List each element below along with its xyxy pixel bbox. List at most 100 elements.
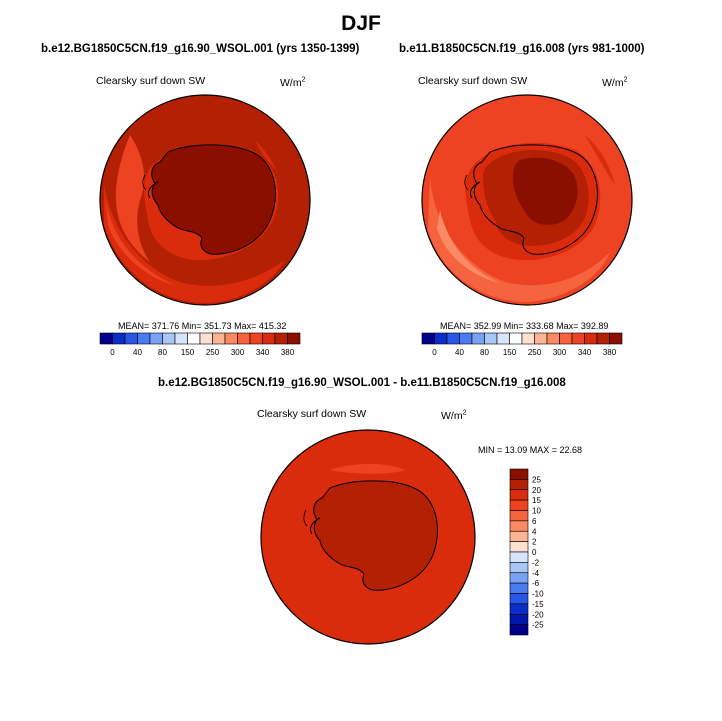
diff-colorbar-box bbox=[509, 572, 529, 584]
diff-colorbar-tick-label: -25 bbox=[532, 621, 544, 630]
left-colorbar-tick-label: 340 bbox=[256, 348, 270, 357]
left-colorbar-box bbox=[249, 332, 263, 345]
diff-colorbar-tick-label: 0 bbox=[532, 548, 537, 557]
right-colorbar-box bbox=[609, 332, 623, 345]
left-panel-variable-label: Clearsky surf down SW bbox=[96, 75, 206, 87]
diff-colorbar-tick-label: 2 bbox=[532, 538, 537, 547]
diff-colorbar-box bbox=[509, 468, 529, 480]
left-colorbar-tick-label: 250 bbox=[206, 348, 220, 357]
diff-colorbar-box bbox=[509, 520, 529, 532]
diff-colorbar-box bbox=[509, 613, 529, 625]
right-colorbar-tick-label: 250 bbox=[528, 348, 542, 357]
diff-colorbar-tick-label: 15 bbox=[532, 496, 541, 505]
diff-colorbar-box bbox=[509, 479, 529, 491]
left-colorbar-box bbox=[137, 332, 151, 345]
left-colorbar-box bbox=[212, 332, 226, 345]
left-colorbar-tick-label: 300 bbox=[231, 348, 245, 357]
right-colorbar-tick-label: 300 bbox=[553, 348, 567, 357]
diff-colorbar-tick-label: -6 bbox=[532, 579, 540, 588]
left-colorbar-box bbox=[187, 332, 201, 345]
right-panel-case-title: b.e11.B1850C5CN.f19_g16.008 (yrs 981-100… bbox=[399, 43, 645, 55]
right-colorbar-tick-label: 80 bbox=[480, 348, 489, 357]
left-colorbar-tick-label: 40 bbox=[133, 348, 142, 357]
diff-colorbar-box bbox=[509, 541, 529, 553]
right-polar-map bbox=[421, 94, 633, 306]
right-colorbar-box bbox=[534, 332, 548, 345]
diff-colorbar-box bbox=[509, 624, 529, 636]
left-colorbar: 0 40 80 150 250 300 340 380 bbox=[99, 332, 301, 357]
diff-polar-map bbox=[260, 429, 476, 645]
right-colorbar-box bbox=[546, 332, 560, 345]
right-panel-stats: MEAN= 352.99 Min= 333.68 Max= 392.89 bbox=[440, 321, 609, 331]
right-colorbar-box bbox=[559, 332, 573, 345]
right-colorbar-tick-label: 340 bbox=[578, 348, 592, 357]
right-colorbar-box bbox=[484, 332, 498, 345]
diff-colorbar-tick-label: -2 bbox=[532, 558, 540, 567]
left-colorbar-box bbox=[112, 332, 126, 345]
left-colorbar-tick-label: 0 bbox=[110, 348, 115, 357]
left-colorbar-box bbox=[124, 332, 138, 345]
left-panel-stats: MEAN= 371.76 Min= 351.73 Max= 415.32 bbox=[118, 321, 287, 331]
right-colorbar-box bbox=[471, 332, 485, 345]
left-colorbar-box bbox=[224, 332, 238, 345]
left-colorbar-tick-label: 80 bbox=[158, 348, 167, 357]
diff-colorbar-tick-label: -4 bbox=[532, 569, 540, 578]
right-colorbar-box bbox=[596, 332, 610, 345]
left-colorbar-box bbox=[274, 332, 288, 345]
right-colorbar-box bbox=[421, 332, 435, 345]
diff-colorbar-tick-label: -20 bbox=[532, 610, 544, 619]
left-colorbar-box bbox=[287, 332, 301, 345]
diff-colorbar-box bbox=[509, 510, 529, 522]
left-colorbar-box bbox=[149, 332, 163, 345]
left-panel-units: W/m2 bbox=[280, 76, 306, 90]
left-colorbar-box bbox=[237, 332, 251, 345]
diff-colorbar-box bbox=[509, 489, 529, 501]
diff-panel-stats: MIN = 13.09 MAX = 22.68 bbox=[478, 445, 583, 455]
right-colorbar: 0 40 80 150 250 300 340 380 bbox=[421, 332, 623, 357]
right-panel-units: W/m2 bbox=[602, 76, 628, 90]
left-colorbar-box bbox=[262, 332, 276, 345]
diff-colorbar-tick-label: 20 bbox=[532, 486, 541, 495]
diff-colorbar-box bbox=[509, 593, 529, 605]
right-colorbar-tick-label: 380 bbox=[603, 348, 617, 357]
left-panel-case-title: b.e12.BG1850C5CN.f19_g16.90_WSOL.001 (yr… bbox=[41, 43, 360, 55]
diff-colorbar-box bbox=[509, 551, 529, 563]
right-colorbar-box bbox=[434, 332, 448, 345]
diff-colorbar-box bbox=[509, 603, 529, 615]
right-panel-variable-label: Clearsky surf down SW bbox=[418, 75, 528, 87]
right-colorbar-box bbox=[509, 332, 523, 345]
left-colorbar-box bbox=[174, 332, 188, 345]
right-colorbar-box bbox=[496, 332, 510, 345]
diff-panel-units: W/m2 bbox=[441, 409, 467, 423]
right-colorbar-box bbox=[446, 332, 460, 345]
diff-colorbar-tick-label: 25 bbox=[532, 475, 541, 484]
left-colorbar-tick-label: 150 bbox=[181, 348, 195, 357]
figure-title: DJF bbox=[341, 12, 381, 35]
left-polar-map bbox=[99, 94, 311, 306]
diff-colorbar-box bbox=[509, 562, 529, 574]
diff-colorbar-tick-label: -15 bbox=[532, 600, 544, 609]
diff-colorbar-tick-label: 6 bbox=[532, 517, 537, 526]
right-colorbar-box bbox=[584, 332, 598, 345]
diff-panel-variable-label: Clearsky surf down SW bbox=[257, 408, 367, 420]
left-colorbar-box bbox=[199, 332, 213, 345]
diff-colorbar-tick-label: 4 bbox=[532, 527, 537, 536]
diff-colorbar-tick-label: 10 bbox=[532, 507, 541, 516]
right-colorbar-tick-label: 150 bbox=[503, 348, 517, 357]
right-colorbar-box bbox=[521, 332, 535, 345]
left-colorbar-box bbox=[99, 332, 113, 345]
diff-colorbar-tick-label: -10 bbox=[532, 590, 544, 599]
diff-colorbar-box bbox=[509, 499, 529, 511]
right-colorbar-tick-label: 40 bbox=[455, 348, 464, 357]
diff-panel-case-title: b.e12.BG1850C5CN.f19_g16.90_WSOL.001 - b… bbox=[158, 377, 566, 389]
right-colorbar-box bbox=[459, 332, 473, 345]
right-colorbar-box bbox=[571, 332, 585, 345]
diff-colorbar-box bbox=[509, 530, 529, 542]
right-colorbar-tick-label: 0 bbox=[432, 348, 437, 357]
left-colorbar-tick-label: 380 bbox=[281, 348, 295, 357]
left-colorbar-box bbox=[162, 332, 176, 345]
diff-colorbar-box bbox=[509, 582, 529, 594]
